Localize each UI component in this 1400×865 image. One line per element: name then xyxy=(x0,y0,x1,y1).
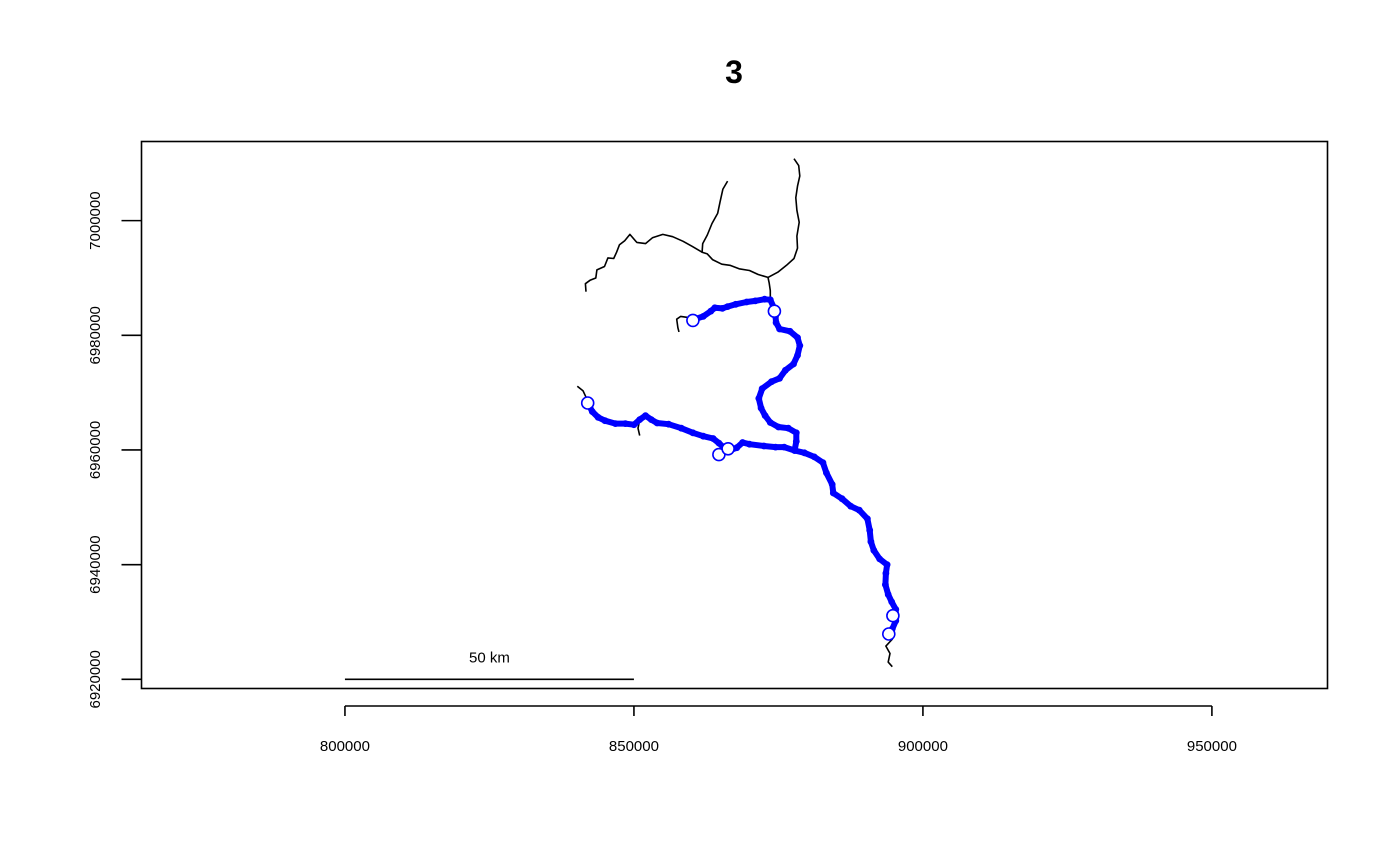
reach-point xyxy=(665,420,672,428)
reach-point xyxy=(653,419,661,427)
x-tick-label: 850000 xyxy=(609,738,659,755)
reach-point xyxy=(810,453,818,461)
x-axis: 800000 850000 900000 950000 xyxy=(320,705,1237,755)
reach-point xyxy=(823,469,830,477)
scale-bar: 50 km xyxy=(344,649,634,681)
reach-point xyxy=(780,443,788,451)
reach-point xyxy=(792,438,800,445)
reach-point xyxy=(768,378,775,386)
highlighted-reaches xyxy=(584,295,900,633)
reach-point xyxy=(707,307,715,315)
y-tick-label: 6960000 xyxy=(87,421,104,479)
reach-point xyxy=(776,325,783,333)
chart-title: 3 xyxy=(725,54,743,90)
reach-point xyxy=(801,449,808,457)
river-north-branch xyxy=(701,180,769,279)
reach-point xyxy=(757,404,765,412)
reach-point xyxy=(699,432,707,440)
reach-point xyxy=(642,412,649,419)
reach-point xyxy=(746,440,753,448)
reach-point xyxy=(847,502,855,510)
site-marker-site-7 xyxy=(881,627,896,641)
river-left-tributary-stub xyxy=(675,315,693,333)
reach-point xyxy=(761,295,768,303)
y-tick-label: 6940000 xyxy=(87,535,104,593)
reach-point xyxy=(647,416,655,423)
y-tick-label: 6980000 xyxy=(87,306,104,364)
reach-point xyxy=(884,591,892,598)
reach-point xyxy=(755,395,763,402)
reach-point xyxy=(732,300,740,308)
reach-point xyxy=(733,444,741,452)
reach-point xyxy=(758,385,766,392)
reach-point xyxy=(636,416,644,423)
reach-point xyxy=(772,319,780,327)
reach-point xyxy=(719,305,726,312)
reach-point xyxy=(776,374,783,382)
reach-point xyxy=(775,423,782,431)
site-markers xyxy=(580,304,900,641)
site-marker-site-2 xyxy=(767,304,782,319)
x-tick-label: 950000 xyxy=(1187,738,1237,755)
site-marker-site-5 xyxy=(721,441,735,456)
reach-point xyxy=(761,412,769,419)
reach-point xyxy=(794,352,801,359)
reach-point xyxy=(792,429,800,437)
site-marker-site-1 xyxy=(686,313,700,328)
reach-point xyxy=(819,459,827,466)
reach-point xyxy=(621,420,629,427)
reach-point xyxy=(796,342,804,349)
reach-point xyxy=(689,429,697,437)
reach-point xyxy=(612,420,619,427)
reach-point xyxy=(743,298,750,306)
reach-point xyxy=(739,439,746,446)
reach-point xyxy=(766,419,774,426)
reach-point xyxy=(724,303,731,310)
reach-point xyxy=(864,515,871,523)
plot-frame xyxy=(140,140,1329,690)
reach-point xyxy=(766,296,774,304)
reach-point xyxy=(790,360,797,368)
reach-point xyxy=(888,598,896,606)
site-marker-site-6 xyxy=(886,608,900,623)
reach-point xyxy=(791,447,798,454)
reach-point xyxy=(882,581,889,589)
reach-point xyxy=(751,297,759,305)
reach-point xyxy=(867,538,875,546)
reach-point xyxy=(786,327,794,335)
reach-point xyxy=(699,313,707,320)
river-network xyxy=(576,158,897,668)
y-axis: 6920000 6940000 6960000 6980000 7000000 xyxy=(87,191,142,709)
reach-point xyxy=(784,424,792,432)
x-tick-label: 900000 xyxy=(898,738,948,755)
river-east-branch xyxy=(758,158,897,668)
reach-point xyxy=(601,417,609,425)
reach-point xyxy=(855,506,863,514)
reach-point xyxy=(760,442,768,450)
y-tick-label: 7000000 xyxy=(87,191,104,249)
reach-point xyxy=(794,334,801,341)
reach-point xyxy=(870,546,878,554)
river-west-branch xyxy=(584,233,703,292)
y-tick-label: 6920000 xyxy=(87,650,104,708)
reach-point xyxy=(838,495,846,503)
reach-point xyxy=(782,366,789,374)
reach-point xyxy=(588,408,596,415)
reach-point xyxy=(594,413,602,421)
reach-point xyxy=(882,569,890,577)
x-tick-label: 800000 xyxy=(320,738,370,755)
reach-point xyxy=(715,439,723,447)
reach-point xyxy=(630,421,638,429)
reach-point xyxy=(828,481,836,488)
reach-point xyxy=(677,424,685,432)
scale-bar-label: 50 km xyxy=(469,649,510,666)
reach-point xyxy=(883,561,891,569)
reach-point xyxy=(772,443,779,451)
reach-point xyxy=(876,555,883,563)
site-marker-site-3 xyxy=(580,396,595,410)
reach-point xyxy=(866,526,874,534)
reach-point xyxy=(829,489,837,497)
reach-point xyxy=(709,435,717,442)
